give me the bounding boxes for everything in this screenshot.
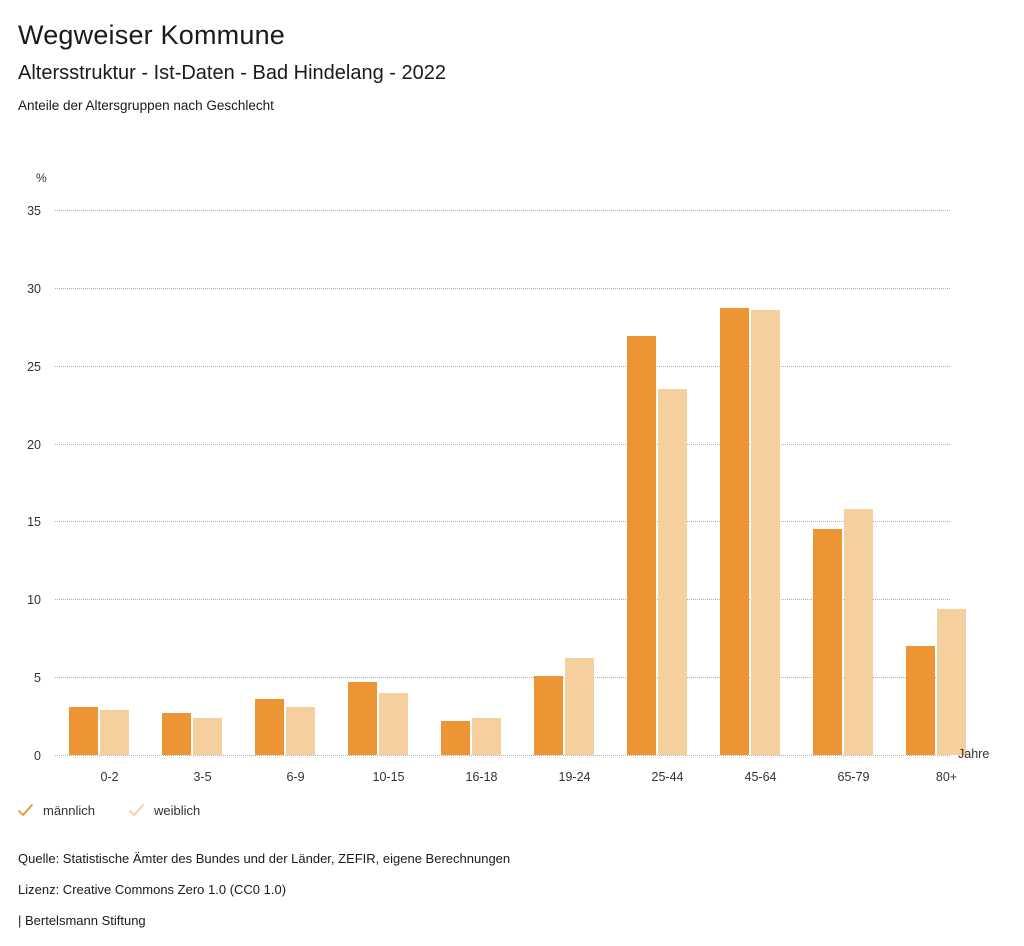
y-axis-tick-label: 15 — [27, 515, 41, 530]
chart-subtitle: Altersstruktur - Ist-Daten - Bad Hindela… — [18, 62, 446, 84]
bar-10-15-weiblich[interactable] — [379, 692, 408, 755]
legend-item-label: männlich — [43, 803, 96, 818]
bar-group — [249, 210, 342, 755]
x-axis-tick-label: 16-18 — [465, 770, 498, 784]
bar-3-5-männlich[interactable] — [162, 712, 191, 755]
x-axis-tick-label: 65-79 — [837, 770, 870, 784]
bar-group — [807, 210, 900, 755]
bar-80+-weiblich[interactable] — [937, 608, 966, 755]
chart-footer: Quelle: Statistische Ämter des Bundes un… — [18, 843, 998, 936]
y-axis-tick-label: 0 — [34, 749, 41, 763]
bar-group — [900, 210, 993, 755]
x-axis-tick-label: 45-64 — [744, 770, 777, 784]
gridline: 10 — [27, 593, 950, 607]
gridline: 20 — [27, 438, 950, 452]
legend-item-label: weiblich — [154, 803, 201, 818]
gridline: 25 — [27, 360, 950, 374]
bar-group — [435, 210, 528, 755]
chart-legend: männlich weiblich — [18, 803, 200, 818]
bar-19-24-männlich[interactable] — [534, 675, 563, 755]
bar-6-9-weiblich[interactable] — [286, 706, 315, 755]
bar-16-18-weiblich[interactable] — [472, 717, 501, 755]
plot-area: 0 5 10 15 20 25 30 35 0-2 3-5 6-9 10-15 16-18 19-24 2… — [27, 204, 966, 784]
bar-group — [156, 210, 249, 755]
bar-80+-männlich[interactable] — [906, 646, 935, 755]
bar-0-2-männlich[interactable] — [69, 706, 98, 755]
bar-group — [714, 210, 807, 755]
bar-10-15-männlich[interactable] — [348, 681, 377, 755]
y-axis-tick-label: 5 — [34, 671, 41, 686]
x-axis-tick-label: 19-24 — [558, 770, 591, 784]
x-axis-tick-label: 0-2 — [100, 770, 119, 784]
bar-group — [342, 210, 435, 755]
y-axis-unit-label: % — [36, 171, 47, 185]
bar-65-79-männlich[interactable] — [813, 529, 842, 755]
gridline: 30 — [27, 282, 950, 296]
x-axis-tick-label: 10-15 — [372, 770, 405, 784]
bar-45-64-weiblich[interactable] — [751, 309, 780, 755]
bar-19-24-weiblich[interactable] — [565, 658, 594, 755]
bar-group — [63, 210, 156, 755]
footer-line: Quelle: Statistische Ämter des Bundes un… — [18, 851, 511, 866]
y-axis-tick-label: 20 — [27, 437, 41, 452]
bar-6-9-männlich[interactable] — [255, 698, 284, 755]
footer-line: | Bertelsmann Stiftung — [18, 913, 146, 928]
y-axis-tick-label: 10 — [27, 593, 41, 608]
page-title: Wegweiser Kommune — [18, 20, 286, 50]
bar-group — [528, 210, 621, 755]
chart-header: Wegweiser Kommune Altersstruktur - Ist-D… — [18, 18, 998, 115]
footer-line: Lizenz: Creative Commons Zero 1.0 (CC0 1… — [18, 882, 287, 897]
x-axis-tick-label: 6-9 — [286, 770, 305, 784]
legend-item-männlich[interactable]: männlich — [18, 803, 95, 818]
bar-16-18-männlich[interactable] — [441, 720, 470, 755]
check-icon — [129, 804, 144, 817]
gridline: 5 — [34, 671, 950, 685]
gridline: 35 — [27, 204, 950, 218]
gridline: 15 — [27, 515, 950, 529]
x-axis-label: Jahre — [958, 747, 990, 761]
check-icon — [18, 804, 33, 817]
bar-25-44-weiblich[interactable] — [658, 389, 687, 755]
x-axis-tick-label: 80+ — [935, 770, 958, 784]
x-axis-tick-label: 25-44 — [651, 770, 684, 784]
bar-groups — [55, 210, 966, 755]
x-axis-tick-label: 3-5 — [193, 770, 212, 784]
bar-3-5-weiblich[interactable] — [193, 717, 222, 755]
bar-25-44-männlich[interactable] — [627, 336, 656, 755]
axis-baseline — [55, 755, 950, 756]
legend-item-weiblich[interactable]: weiblich — [129, 803, 200, 818]
bar-group — [621, 210, 714, 755]
bar-65-79-weiblich[interactable] — [844, 508, 873, 755]
y-axis-tick-label: 25 — [27, 359, 41, 374]
y-axis-tick-label: 35 — [27, 204, 41, 218]
bar-chart: % 0 5 10 15 20 25 30 35 0-2 3-5 6-9 10-15 16-18 19-2… — [27, 171, 990, 784]
bar-45-64-männlich[interactable] — [720, 308, 749, 755]
chart-description: Anteile der Altersgruppen nach Geschlech… — [18, 98, 274, 113]
y-axis-tick-label: 30 — [27, 281, 41, 296]
bar-0-2-weiblich[interactable] — [100, 709, 129, 755]
